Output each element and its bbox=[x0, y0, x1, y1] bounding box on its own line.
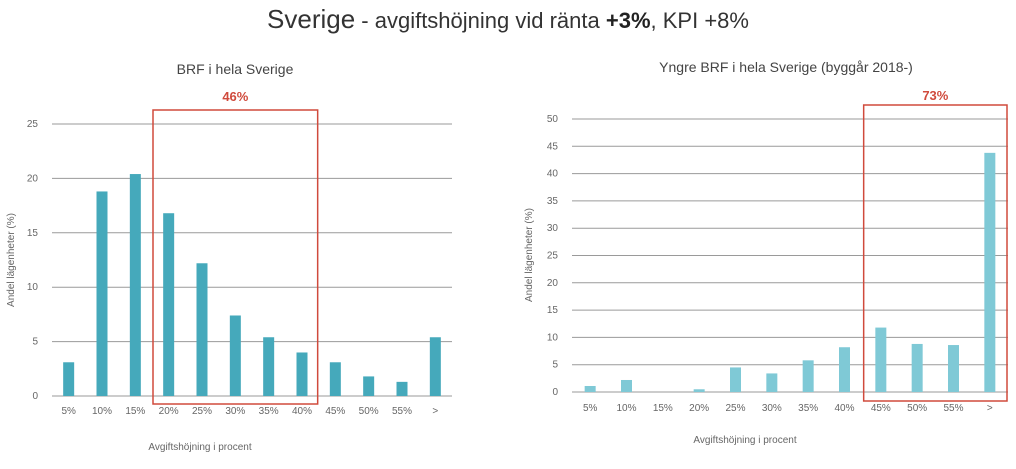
y-tick-label: 10 bbox=[547, 332, 559, 343]
x-tick-label: 5% bbox=[583, 403, 598, 414]
x-tick-label: 50% bbox=[359, 406, 379, 417]
y-tick-label: 30 bbox=[547, 223, 559, 234]
x-tick-label: 35% bbox=[259, 406, 279, 417]
highlight-box bbox=[152, 109, 319, 405]
x-tick-label: 45% bbox=[325, 406, 345, 417]
bar bbox=[429, 337, 441, 396]
x-tick-label: 30% bbox=[225, 406, 245, 417]
x-tick-label: 20% bbox=[159, 406, 179, 417]
chart-1: BRF i hela Sverige 0 5 10 15 20 25 5% 10% 15% 20% 2… bbox=[6, 61, 452, 453]
y-tick-label: 25 bbox=[27, 119, 39, 130]
x-tick-label: 20% bbox=[689, 403, 709, 414]
highlight-box bbox=[862, 104, 1008, 402]
y-tick-label: 15 bbox=[547, 305, 559, 316]
y-tick-label: 5 bbox=[552, 360, 558, 371]
x-tick-label: 35% bbox=[798, 403, 818, 414]
y-tick-label: 10 bbox=[27, 282, 39, 293]
title-rate: +3% bbox=[605, 8, 651, 33]
y-tick-label: 20 bbox=[27, 173, 39, 184]
x-tick-label: 15% bbox=[125, 406, 145, 417]
bar bbox=[693, 389, 705, 392]
x-tick-label: 55% bbox=[392, 406, 412, 417]
bar bbox=[875, 327, 887, 392]
y-tick-label: 0 bbox=[32, 391, 38, 402]
y-tick-label: 0 bbox=[552, 387, 558, 398]
x-tick-label: 30% bbox=[762, 403, 782, 414]
bar bbox=[196, 263, 208, 396]
y-tick-label: 35 bbox=[547, 196, 559, 207]
y-tick-label: 40 bbox=[547, 169, 559, 180]
title-tail: , KPI +8% bbox=[650, 8, 749, 33]
bar bbox=[163, 213, 175, 396]
y-tick-label: 50 bbox=[547, 114, 559, 125]
bar bbox=[96, 191, 108, 396]
x-axis-label: Avgiftshöjning i procent bbox=[693, 435, 796, 446]
x-tick-label: 40% bbox=[292, 406, 312, 417]
bar bbox=[229, 315, 241, 396]
chart-title: Yngre BRF i hela Sverige (byggår 2018-) bbox=[659, 59, 913, 75]
page-title: Sverige - avgiftshöjning vid ränta +3%, … bbox=[0, 4, 1016, 35]
x-tick-label: 10% bbox=[92, 406, 112, 417]
highlight-label: 46% bbox=[222, 89, 248, 104]
bar bbox=[984, 152, 996, 392]
bar bbox=[802, 360, 814, 392]
y-tick-label: 25 bbox=[547, 251, 559, 262]
y-axis-label: Andel lägenheter (%) bbox=[524, 208, 535, 302]
bar bbox=[911, 343, 923, 392]
x-tick-label: 25% bbox=[192, 406, 212, 417]
bar bbox=[329, 362, 341, 396]
x-tick-label: 15% bbox=[653, 403, 673, 414]
x-tick-label: 5% bbox=[61, 406, 76, 417]
x-tick-label: 10% bbox=[616, 403, 636, 414]
bar bbox=[263, 337, 275, 396]
chart-title: BRF i hela Sverige bbox=[177, 61, 294, 77]
highlight-label: 73% bbox=[922, 88, 948, 103]
title-mid: - avgiftshöjning vid ränta bbox=[355, 8, 606, 33]
x-tick-label: > bbox=[987, 403, 993, 414]
chart-2: Yngre BRF i hela Sverige (byggår 2018-) 0… bbox=[524, 59, 1008, 446]
x-tick-label: 45% bbox=[871, 403, 891, 414]
x-tick-label: 25% bbox=[725, 403, 745, 414]
bar bbox=[730, 367, 741, 392]
bar bbox=[584, 385, 596, 392]
y-tick-label: 5 bbox=[32, 337, 38, 348]
y-tick-label: 15 bbox=[27, 228, 39, 239]
bar bbox=[129, 174, 141, 396]
bar bbox=[363, 376, 375, 396]
x-tick-label: 50% bbox=[907, 403, 927, 414]
x-tick-label: 40% bbox=[834, 403, 854, 414]
x-axis-label: Avgiftshöjning i procent bbox=[148, 442, 251, 453]
bar bbox=[396, 381, 408, 396]
y-axis-label: Andel lägenheter (%) bbox=[6, 213, 17, 307]
bar bbox=[948, 345, 959, 392]
bar bbox=[296, 352, 308, 396]
x-tick-label: 55% bbox=[943, 403, 963, 414]
bar bbox=[621, 379, 632, 392]
y-tick-label: 20 bbox=[547, 278, 559, 289]
x-tick-label: > bbox=[432, 406, 438, 417]
y-tick-label: 45 bbox=[547, 141, 559, 152]
bar bbox=[766, 373, 778, 392]
bar bbox=[63, 362, 75, 396]
bar bbox=[839, 347, 850, 392]
title-country: Sverige bbox=[267, 4, 356, 34]
